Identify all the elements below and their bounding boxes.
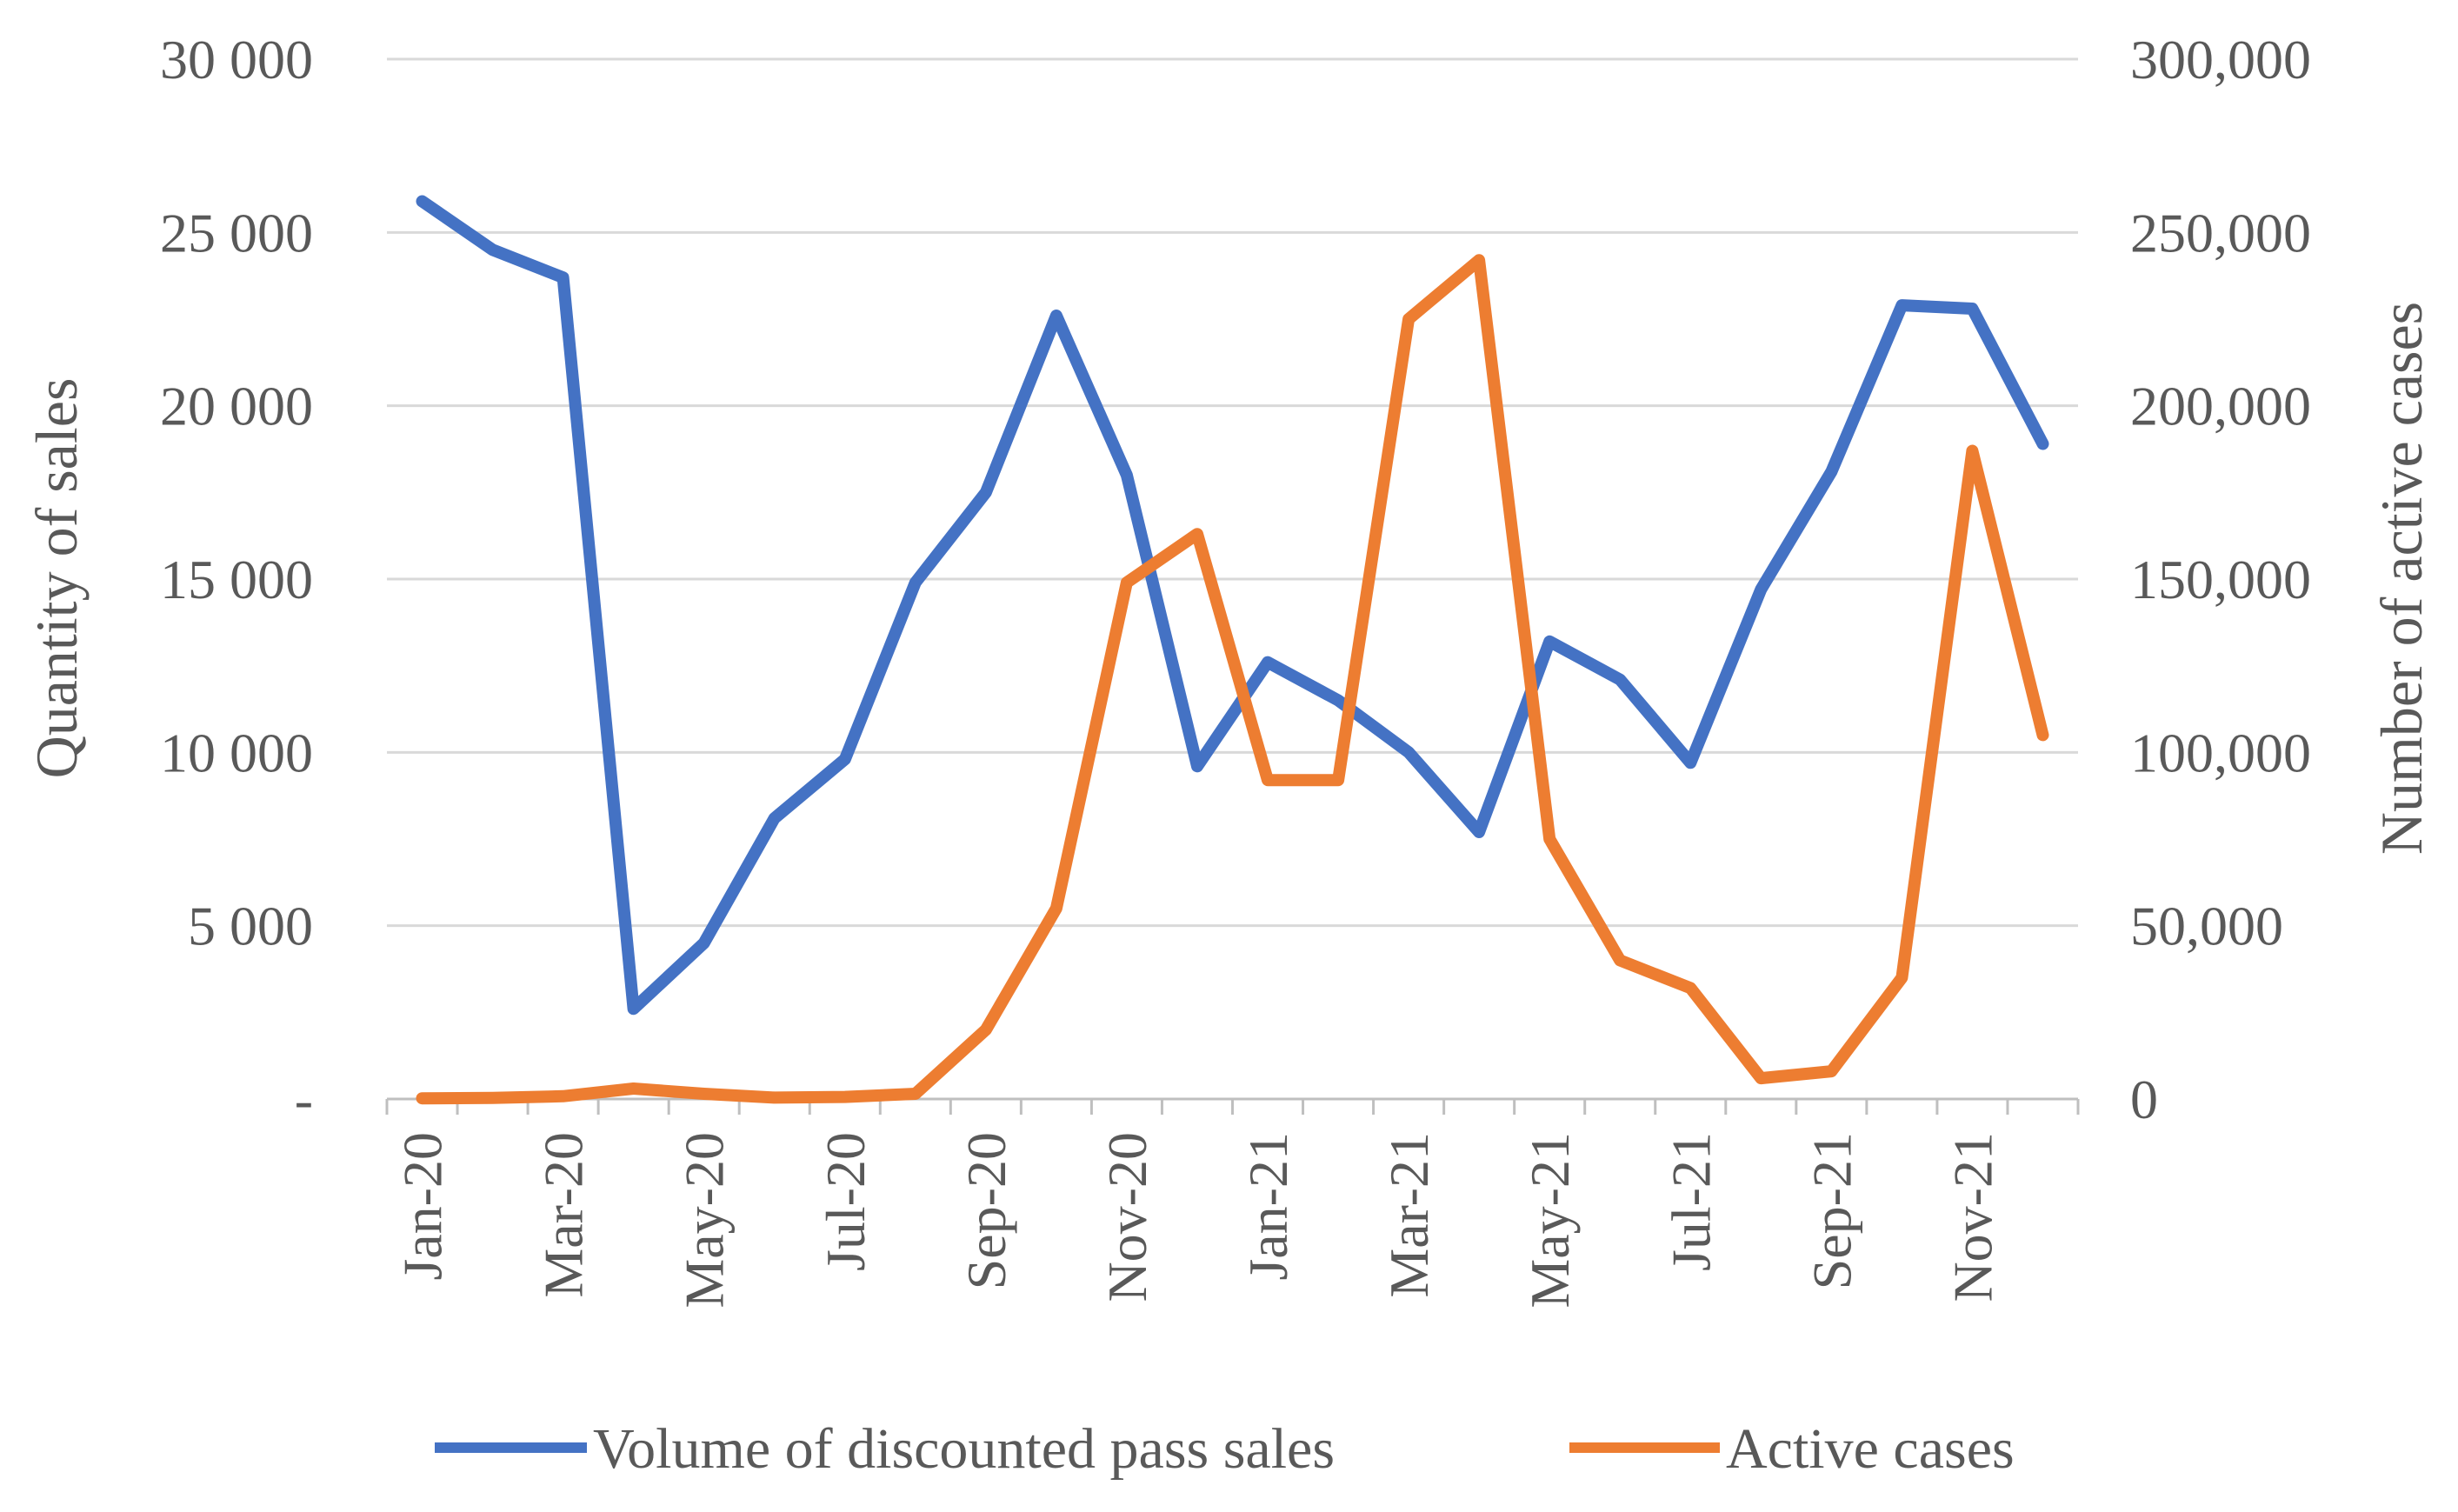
legend-label-sales: Volume of discounted pass sales bbox=[593, 1417, 1335, 1481]
x-tick-label: Nov-21 bbox=[1942, 1132, 2003, 1302]
right-tick-label: 250,000 bbox=[2130, 202, 2311, 263]
right-tick-label: 0 bbox=[2130, 1069, 2158, 1130]
left-tick-label: 25 000 bbox=[160, 202, 313, 263]
series-line-sales bbox=[416, 195, 2049, 1016]
left-axis-title: Quantity of sales bbox=[23, 378, 90, 779]
left-tick-label: 10 000 bbox=[160, 722, 313, 783]
x-tick-label: Mar-21 bbox=[1378, 1132, 1440, 1298]
left-axis-ticks: - 5 000 10 000 15 000 20 000 25 000 30 000 bbox=[160, 29, 313, 1130]
right-tick-label: 50,000 bbox=[2130, 896, 2283, 957]
x-tick-label: Mar-20 bbox=[533, 1132, 595, 1298]
left-tick-label: 15 000 bbox=[160, 549, 313, 610]
x-tick-label: Jan-20 bbox=[392, 1132, 454, 1281]
left-tick-label: 5 000 bbox=[188, 896, 313, 957]
series-line-active-cases bbox=[416, 254, 2049, 1105]
right-axis-ticks: 0 50,000 100,000 150,000 200,000 250,000 300,0… bbox=[2130, 29, 2311, 1130]
right-tick-label: 100,000 bbox=[2130, 722, 2311, 783]
x-axis: Jan-20 Mar-20 May-20 Jul-20 Sep-20 Nov-20 Jan-… bbox=[385, 1097, 2080, 1309]
x-tick-label: Sep-21 bbox=[1801, 1132, 1862, 1289]
x-tick-label: May-20 bbox=[674, 1132, 736, 1309]
left-tick-label: 30 000 bbox=[160, 29, 313, 90]
x-tick-label: Sep-20 bbox=[956, 1132, 1017, 1289]
series-lines bbox=[416, 195, 2049, 1105]
x-tick-label: May-21 bbox=[1519, 1132, 1581, 1309]
right-tick-label: 200,000 bbox=[2130, 376, 2311, 437]
legend-label-active-cases: Active cases bbox=[1726, 1417, 2015, 1481]
left-tick-label: - bbox=[295, 1069, 313, 1130]
x-tick-label: Jan-21 bbox=[1237, 1132, 1299, 1281]
right-tick-label: 300,000 bbox=[2130, 29, 2311, 90]
right-tick-label: 150,000 bbox=[2130, 549, 2311, 610]
legend: Volume of discounted pass sales Active c… bbox=[435, 1417, 2015, 1481]
right-axis-title: Number of active cases bbox=[2368, 302, 2435, 855]
gridlines bbox=[387, 57, 2078, 928]
left-tick-label: 20 000 bbox=[160, 376, 313, 437]
x-tick-label: Jul-21 bbox=[1660, 1132, 1722, 1271]
x-tick-label: Nov-20 bbox=[1096, 1132, 1158, 1302]
x-tick-label: Jul-20 bbox=[815, 1132, 876, 1271]
